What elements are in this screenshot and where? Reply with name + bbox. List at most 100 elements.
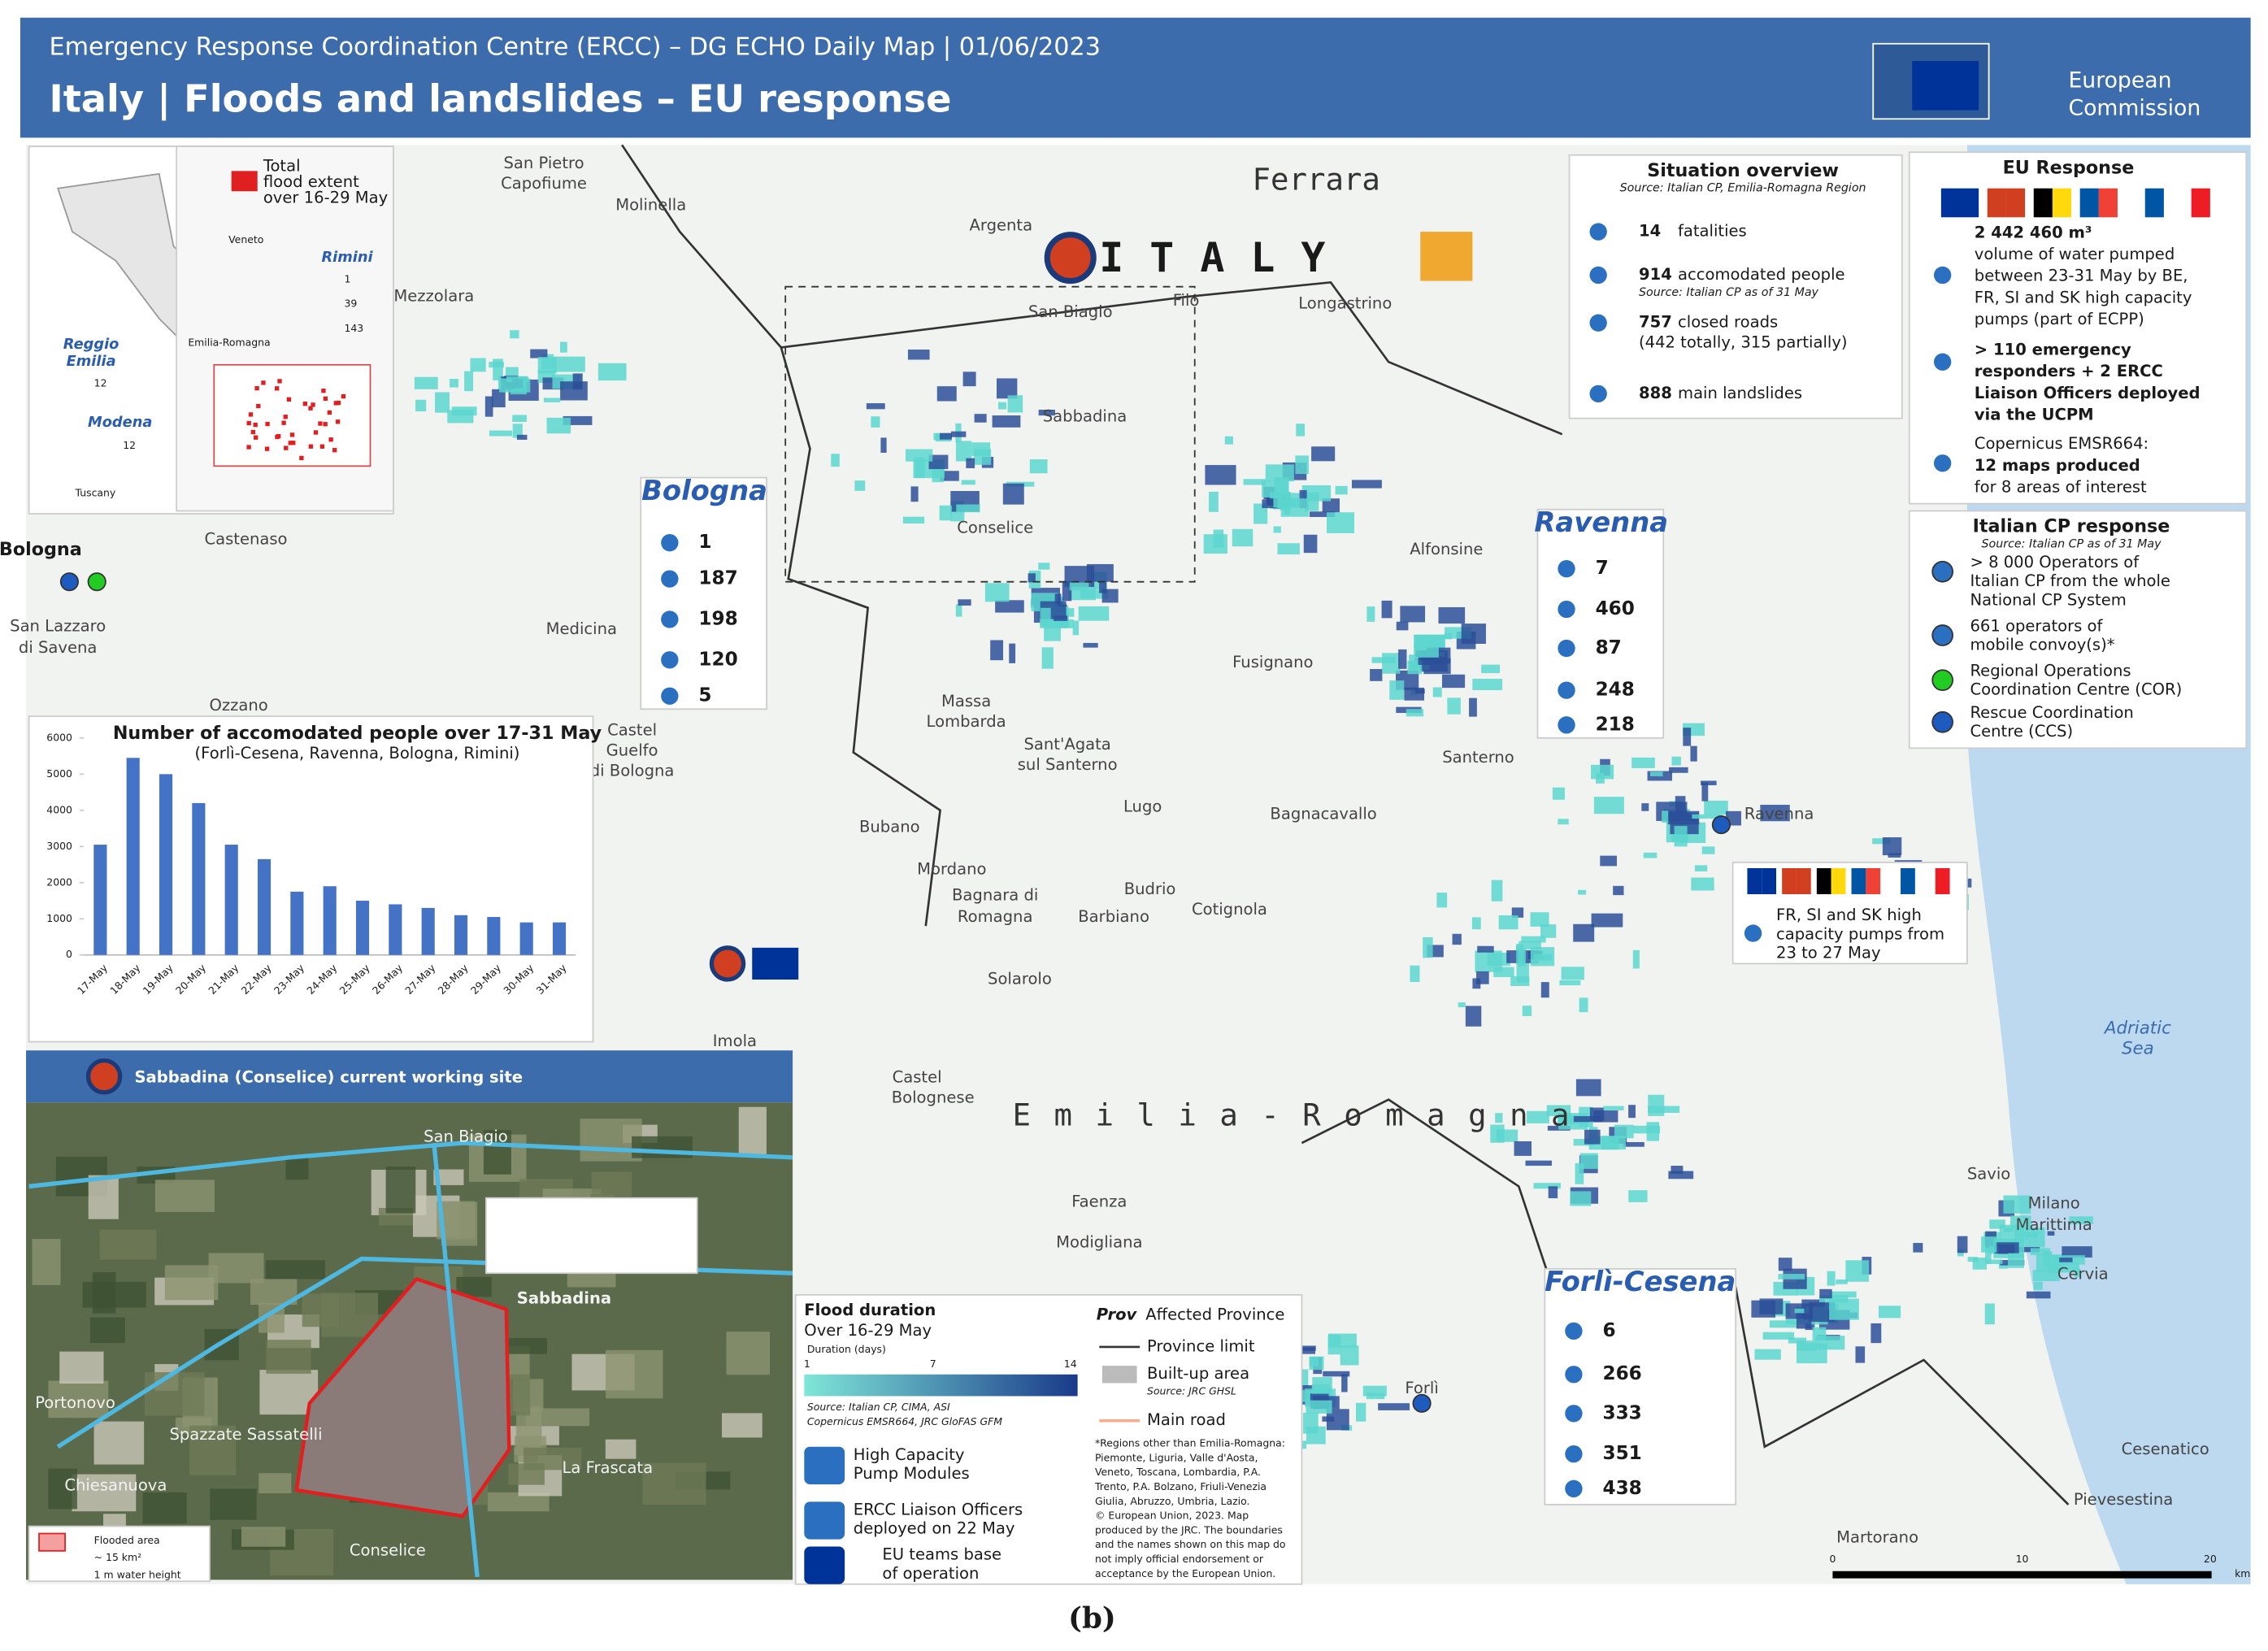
flood-spot [284, 445, 289, 450]
flood-patch [974, 414, 987, 423]
place-name: sul Santerno [1018, 755, 1118, 774]
flood-patch [1511, 907, 1524, 918]
flood-patch [1829, 1298, 1859, 1320]
site-header [26, 1050, 793, 1103]
field [99, 1229, 157, 1260]
flood-spot [276, 433, 281, 439]
place-name: Savio [1967, 1165, 2010, 1184]
field [88, 1175, 119, 1219]
flood-patch [1561, 967, 1584, 980]
flood-patch [1573, 923, 1595, 942]
flood-patch [1628, 1190, 1648, 1202]
legend-text: EU teams base [882, 1545, 1001, 1564]
team-box [484, 1197, 698, 1275]
icon [1565, 1366, 1583, 1384]
flag [1901, 867, 1915, 895]
flood-patch [902, 516, 925, 524]
flood-patch [1967, 1257, 1979, 1262]
flood-patch [1591, 913, 1623, 928]
flooded-area [294, 1276, 511, 1518]
field [487, 1492, 550, 1512]
flood-patch [1498, 915, 1519, 930]
flood-patch [1683, 728, 1692, 746]
flood-patch [1516, 943, 1524, 965]
flood-patch [962, 371, 976, 387]
flood-spot [265, 421, 270, 427]
site-place: Conselice [350, 1540, 426, 1559]
flood-patch [907, 350, 930, 360]
flood-patch [1029, 459, 1048, 474]
field [164, 1265, 219, 1301]
flood-patch [1465, 1006, 1482, 1027]
flood-patch [1668, 1171, 1694, 1180]
bar [421, 907, 435, 955]
icon [1589, 223, 1607, 241]
legend-text: Province limit [1147, 1336, 1255, 1355]
site-place: Sabbadina [517, 1289, 611, 1308]
flood-patch [1628, 1105, 1636, 1119]
flood-patch [990, 640, 1004, 661]
flood-patch [854, 480, 866, 491]
bar [93, 845, 107, 955]
legend-text: Prov [1097, 1305, 1138, 1323]
item-text: main landslides [1678, 384, 1802, 402]
province-name: Forlì-Cesena [1545, 1266, 1736, 1297]
flood-patch [484, 396, 493, 417]
flood-patch [1646, 1122, 1660, 1141]
flood-patch [563, 415, 593, 425]
flood-patch [489, 362, 504, 368]
flood-patch [1436, 893, 1448, 908]
bar [389, 904, 402, 955]
flood-patch [1099, 580, 1107, 593]
flood-patch [939, 432, 952, 440]
province-value: 7 [1596, 558, 1609, 579]
region-name: Veneto [228, 233, 263, 245]
flood-patch [955, 604, 962, 617]
field [241, 1527, 286, 1547]
place-name: Bologna [0, 539, 82, 560]
place-name: Santerno [1442, 748, 1514, 767]
duration-tick: 7 [930, 1358, 936, 1370]
flood-patch [1690, 745, 1697, 762]
callout-text: FR, SI and SK high [1776, 906, 1922, 924]
flood-spot [321, 389, 326, 393]
place-name: Ozzano [209, 696, 267, 715]
flood-patch [1293, 1345, 1316, 1351]
icon [1931, 624, 1953, 646]
flood-spot [336, 400, 341, 406]
disclaimer: acceptance by the European Union. [1095, 1567, 1275, 1579]
flood-patch [1389, 680, 1405, 700]
field [580, 1119, 642, 1162]
logo-text: Commission [2068, 95, 2201, 120]
area-name: Reggio [63, 336, 119, 353]
place-name: Sabbadina [1043, 406, 1127, 425]
flag [1747, 867, 1762, 895]
place-name: Guelfo [606, 741, 658, 759]
flood-patch [1054, 593, 1062, 604]
flood-patch [1101, 589, 1119, 603]
area-value: 39 [344, 298, 357, 310]
legend-source: Copernicus EMSR664, JRC GloFAS GFM [807, 1415, 1002, 1427]
flood-spot [308, 406, 313, 411]
flood-patch [1778, 1274, 1805, 1280]
y-tick-label: 6000 [46, 731, 72, 743]
chart-panel [28, 715, 594, 1043]
province-value: 120 [698, 649, 737, 670]
flood-patch [1069, 582, 1089, 591]
flood-patch [1540, 924, 1557, 938]
flood-patch [1836, 1279, 1848, 1284]
flood-patch [1381, 600, 1393, 619]
centre-marker [87, 572, 106, 592]
province-box [1544, 1267, 1737, 1505]
province-value: 218 [1596, 714, 1635, 735]
flood-patch [1701, 782, 1709, 802]
flood-patch [1340, 1345, 1359, 1366]
place-name: Bolognese [892, 1088, 975, 1106]
site-place: San Biagio [424, 1127, 508, 1145]
flood-patch [1648, 1094, 1665, 1116]
legend-text: Built-up area [1147, 1364, 1249, 1383]
field [82, 1281, 146, 1308]
legend-swatch [1101, 1366, 1137, 1384]
field [605, 1349, 663, 1399]
item-text: fatalities [1678, 222, 1747, 241]
